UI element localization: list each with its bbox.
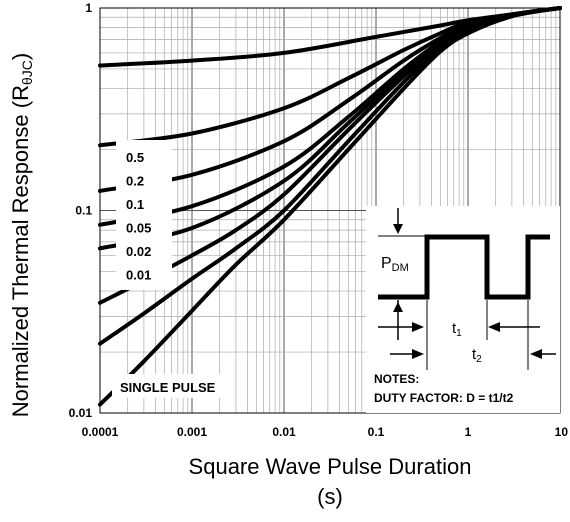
x-tick-label: 10 xyxy=(555,425,569,439)
y-axis-title: Normalized Thermal Response (RθJC) xyxy=(8,53,35,417)
legend-label-0-05: 0.05 xyxy=(126,221,151,236)
t1-up-arrow xyxy=(393,302,403,312)
x-axis-title-line2: (s) xyxy=(317,484,343,509)
duty-factor-note: DUTY FACTOR: D = t1/t2 xyxy=(374,391,514,405)
x-tick-label: 0.001 xyxy=(177,425,207,439)
t2-label: t2 xyxy=(472,346,482,365)
legend-label-0-5: 0.5 xyxy=(126,150,144,165)
t1-arrow-left-head xyxy=(412,322,424,332)
y-tick-label: 1 xyxy=(85,1,92,15)
legend-box xyxy=(116,140,172,290)
y-tick-label: 0.1 xyxy=(75,204,92,218)
legend-label-0-2: 0.2 xyxy=(126,174,144,189)
x-tick-label: 0.01 xyxy=(272,425,296,439)
x-tick-label: 0.0001 xyxy=(82,425,119,439)
t2-arrow-left-head xyxy=(412,349,424,359)
notes-title: NOTES: xyxy=(374,372,419,386)
legend: 0.5 0.2 0.1 0.05 0.02 0.01 xyxy=(126,150,151,283)
pdm-arrow-down xyxy=(393,224,403,234)
curve-0-2 xyxy=(98,6,562,148)
curve-extra xyxy=(98,6,562,407)
legend-label-0-01: 0.01 xyxy=(126,268,151,283)
single-pulse-label-box xyxy=(112,374,222,398)
t2-arrow-right-head xyxy=(530,349,542,359)
t1-label: t1 xyxy=(452,320,462,339)
duty-cycle-inset: PDM t1 t2 NOTES: DUTY FACTOR: D = t1/t2 xyxy=(366,206,560,413)
single-pulse-label: SINGLE PULSE xyxy=(120,380,216,395)
legend-label-0-1: 0.1 xyxy=(126,197,144,212)
pdm-label: PDM xyxy=(381,255,409,274)
curves xyxy=(98,6,562,407)
tick-labels: 0.0001 0.001 0.01 0.1 1 10 1 0.1 0.01 xyxy=(69,1,569,439)
pulse-waveform xyxy=(378,234,550,300)
legend-label-0-02: 0.02 xyxy=(126,244,151,259)
t1-arrow-right-head xyxy=(488,322,500,332)
x-tick-label: 0.1 xyxy=(368,425,385,439)
x-tick-label: 1 xyxy=(465,425,472,439)
x-axis-title-line1: Square Wave Pulse Duration xyxy=(189,454,472,479)
y-tick-label: 0.01 xyxy=(69,406,93,420)
